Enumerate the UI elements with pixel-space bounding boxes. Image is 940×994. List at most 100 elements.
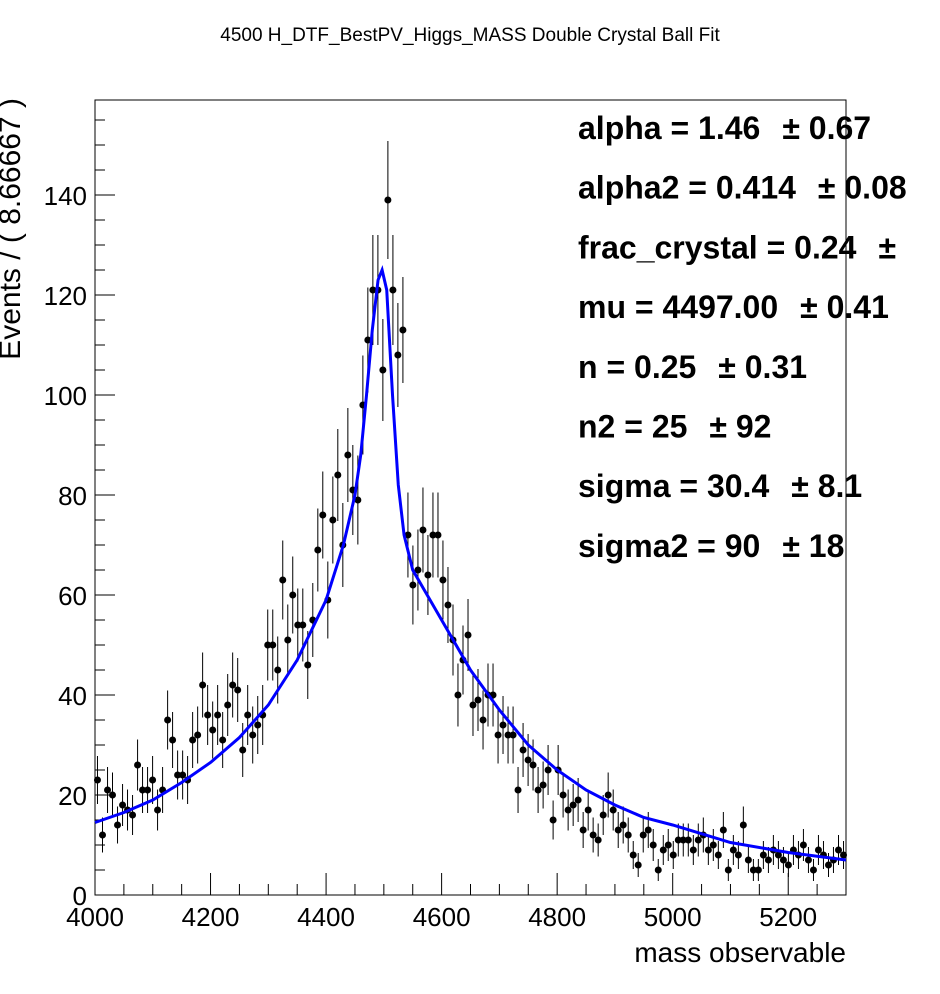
data-point — [509, 731, 517, 739]
x-axis-label: mass observable — [634, 937, 846, 968]
data-point — [274, 666, 282, 674]
data-point — [194, 731, 202, 739]
param-error: ± 92 — [709, 409, 771, 445]
x-tick-label: 4800 — [528, 902, 586, 932]
param-value: mu = 4497.00 — [578, 289, 778, 325]
data-point — [279, 576, 287, 584]
data-point — [109, 791, 117, 799]
data-point — [814, 846, 822, 854]
data-point — [209, 726, 217, 734]
y-tick-label: 140 — [44, 181, 87, 211]
data-point — [464, 631, 472, 639]
data-point — [249, 731, 257, 739]
data-point — [439, 576, 447, 584]
data-point — [744, 856, 752, 864]
data-point — [639, 831, 647, 839]
data-point — [569, 801, 577, 809]
param-value: sigma = 30.4 — [578, 468, 769, 504]
data-point — [559, 791, 567, 799]
data-point — [414, 566, 422, 574]
data-point — [579, 826, 587, 834]
y-tick-label: 60 — [58, 581, 87, 611]
data-point — [689, 846, 697, 854]
param-error: ± 0.31 — [718, 349, 807, 385]
param-value: n = 0.25 — [578, 349, 696, 385]
data-point — [379, 366, 387, 374]
data-point — [649, 841, 657, 849]
data-point — [189, 736, 197, 744]
data-point — [519, 746, 527, 754]
data-point — [634, 861, 642, 869]
data-point — [614, 826, 622, 834]
data-point — [669, 851, 677, 859]
data-point — [469, 701, 477, 709]
data-point — [419, 526, 427, 534]
data-point — [174, 771, 182, 779]
data-point — [144, 786, 152, 794]
data-point — [299, 621, 307, 629]
data-point — [384, 196, 392, 204]
data-point — [824, 861, 832, 869]
data-point — [840, 851, 848, 859]
data-point — [319, 511, 327, 519]
data-point — [149, 776, 157, 784]
data-point — [179, 771, 187, 779]
data-point — [129, 811, 137, 819]
data-point — [114, 821, 122, 829]
data-point — [679, 836, 687, 844]
param-value: sigma2 = 90 — [578, 528, 760, 564]
data-point — [684, 836, 692, 844]
data-point — [139, 786, 147, 794]
param-error: ± 8.1 — [791, 468, 862, 504]
data-point — [269, 641, 277, 649]
data-point — [164, 716, 172, 724]
data-point — [119, 801, 127, 809]
data-point — [514, 786, 522, 794]
data-point — [624, 831, 632, 839]
data-point — [659, 846, 667, 854]
data-point — [214, 711, 222, 719]
data-point — [764, 856, 772, 864]
data-point — [529, 761, 537, 769]
data-point — [154, 806, 162, 814]
y-tick-label: 40 — [58, 681, 87, 711]
data-point — [664, 841, 672, 849]
data-point — [834, 846, 842, 854]
param-error: ± 0.41 — [800, 289, 889, 325]
data-point — [494, 731, 502, 739]
data-point — [99, 831, 107, 839]
data-point — [749, 866, 757, 874]
param-error: ± 0.08 — [818, 170, 907, 206]
y-tick-label: 0 — [73, 881, 87, 911]
data-point — [654, 866, 662, 874]
data-point — [239, 746, 247, 754]
data-point — [609, 806, 617, 814]
data-point — [404, 531, 412, 539]
fit-curve — [94, 265, 847, 862]
param-value: alpha2 = 0.414 — [578, 170, 796, 206]
data-point — [599, 811, 607, 819]
data-point — [294, 621, 302, 629]
chart-title: 4500 H_DTF_BestPV_Higgs_MASS Double Crys… — [220, 25, 720, 46]
data-point — [694, 836, 702, 844]
data-point — [729, 846, 737, 854]
param-value: frac_crystal = 0.24 — [578, 229, 857, 265]
data-point — [784, 861, 792, 869]
data-point — [199, 681, 207, 689]
data-point — [499, 721, 507, 729]
data-point — [714, 851, 722, 859]
data-point — [229, 681, 237, 689]
data-point — [284, 636, 292, 644]
data-point — [604, 791, 612, 799]
data-point — [504, 731, 512, 739]
data-point — [534, 786, 542, 794]
data-point — [224, 701, 232, 709]
x-tick-label: 5000 — [644, 902, 702, 932]
param-value: n2 = 25 — [578, 409, 687, 445]
data-point — [549, 816, 557, 824]
data-point — [344, 451, 352, 459]
data-point — [429, 531, 437, 539]
data-point — [594, 836, 602, 844]
